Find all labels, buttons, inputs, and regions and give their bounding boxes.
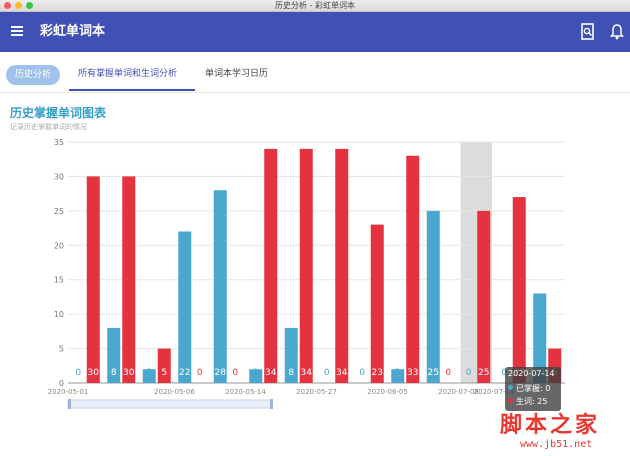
bar-value-label: 25 [478,368,489,378]
bar-mastered [391,369,405,383]
bar-value-label: 0 [466,368,472,378]
y-tick-label: 10 [54,310,64,319]
close-window-button[interactable] [4,2,11,9]
bar-new-word [477,210,491,383]
x-tick-label: 2020-05-06 [154,388,195,396]
bar-mastered [533,293,547,383]
bar-value-label: 2 [395,368,401,378]
app-bar: 彩虹单词本 [0,12,630,52]
x-tick-label: 2020-06-05 [367,388,408,396]
bar-mastered [178,231,192,383]
window-titlebar: 历史分析 - 彩虹单词本 [0,0,630,12]
tab-history-analysis[interactable]: 历史分析 [6,65,61,85]
bar-value-label: 2 [146,368,152,378]
bar-value-label: 34 [265,368,277,378]
minimize-window-button[interactable] [15,2,22,9]
y-tick-label: 20 [54,241,64,250]
bar-value-label: 2 [253,368,259,378]
bar-value-label: 0 [445,368,451,378]
bar-new-word [335,148,349,383]
app-title: 彩虹单词本 [40,24,106,39]
bar-mastered [426,210,440,383]
bar-new-word [157,348,171,383]
bar-value-label: 0 [75,368,81,378]
bar-value-label: 0 [232,368,238,378]
tab-mastered-and-new-words[interactable]: 所有掌握单词和生词分析 [78,69,178,79]
bar-new-word [264,148,278,383]
bar-mastered [284,327,298,383]
active-tab-indicator [69,89,195,91]
bar-value-label: 8 [288,368,294,378]
zoom-window-button[interactable] [26,2,33,9]
bar-value-label: 0 [324,368,330,378]
x-tick-label: 2020-07-08 [438,388,479,396]
tooltip-row-new: 生词: 25 [508,396,547,407]
bar-value-label: 30 [123,368,135,378]
x-tick-label: 2020-05-27 [296,388,337,396]
x-tick-label: 2020-07-14 [474,388,515,396]
chart-subtitle: 记录历史掌握单词的情况 [10,123,87,131]
zoom-slider-range [67,399,273,409]
bar-mastered [107,327,121,383]
bar-value-label: 0 [197,368,203,378]
bar-new-word [299,148,313,383]
menu-icon[interactable] [11,26,23,36]
bar-value-label: 34 [336,368,348,378]
bar-mastered [142,369,156,383]
y-tick-label: 30 [54,172,64,181]
chart-tooltip: 2020-07-14 已掌握: 0 生词: 25 [505,367,561,411]
bar-value-label: 25 [428,368,439,378]
bar-value-label: 0 [359,368,365,378]
bar-mastered [249,369,263,383]
tooltip-row-mastered: 已掌握: 0 [508,383,550,394]
zoom-slider-handle [68,399,71,409]
y-tick-label: 35 [54,138,64,147]
bar-value-label: 33 [407,368,418,378]
bar-value-label: 5 [161,368,167,378]
bar-new-word [370,224,384,383]
bar-value-label: 22 [179,368,190,378]
x-tick-label: 2020-05-14 [225,388,266,396]
chart-title: 历史掌握单词图表 [10,106,107,120]
tooltip-mastered: 已掌握: 0 [516,384,551,393]
watermark-url: www.jb51.net [520,439,593,450]
watermark-text: 脚本之家 [500,412,601,438]
bar-mastered [213,190,227,383]
tooltip-date: 2020-07-14 [508,369,555,378]
search-book-icon[interactable] [580,23,596,41]
y-tick-label: 15 [54,276,64,285]
tooltip-new: 生词: 25 [516,397,548,406]
zoom-slider-handle [270,399,273,409]
bell-icon[interactable] [609,23,625,41]
bar-new-word [406,155,420,383]
tab-bar: 历史分析 所有掌握单词和生词分析 单词本学习日历 [0,52,630,93]
y-tick-label: 25 [54,207,64,216]
y-tick-label: 5 [59,345,64,354]
bar-value-label: 23 [372,368,383,378]
x-tick-label: 2020-05-01 [48,388,89,396]
window-title: 历史分析 - 彩虹单词本 [275,1,355,10]
bar-value-label: 0 [501,368,507,378]
bar-value-label: 30 [88,368,100,378]
tab-study-calendar[interactable]: 单词本学习日历 [205,69,269,79]
bar-new-word [512,197,526,383]
y-tick-label: 0 [59,379,64,388]
bar-value-label: 34 [301,368,313,378]
bar-new-word [122,176,136,383]
legend-dot-icon [508,385,513,390]
bar-new-word [86,176,100,383]
bar-value-label: 8 [111,368,117,378]
legend-dot-icon [508,398,513,403]
bar-value-label: 28 [215,368,227,378]
